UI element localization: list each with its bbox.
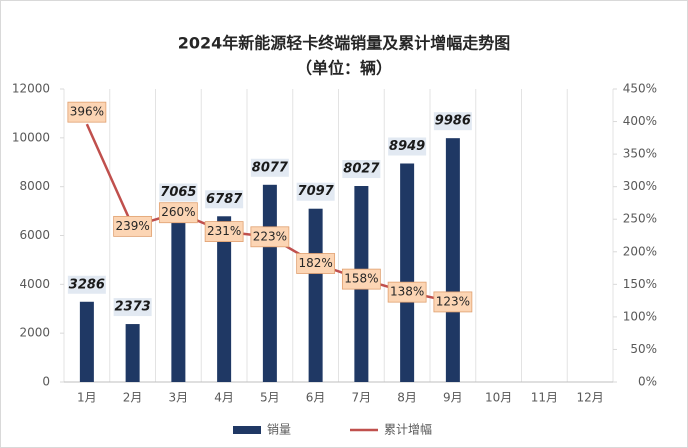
chart-title: 2024年新能源轻卡终端销量及累计增幅走势图 (178, 34, 511, 53)
x-tick-label: 2月 (123, 391, 143, 405)
line-value-label: 396% (70, 105, 104, 119)
bar (125, 324, 140, 382)
y2-tick-label: 250% (623, 212, 657, 226)
y-tick-label: 12000 (12, 82, 50, 96)
line-label-bg (387, 281, 427, 303)
y2-tick-label: 300% (623, 179, 657, 193)
bar (79, 301, 94, 382)
x-tick-label: 12月 (576, 391, 603, 405)
x-tick-label: 5月 (260, 391, 280, 405)
y2-tick-label: 450% (623, 82, 657, 96)
line-label-bg (158, 202, 198, 224)
bar-label-bg (67, 275, 106, 294)
y2-tick-label: 0% (638, 375, 657, 389)
x-tick-label: 1月 (77, 391, 97, 405)
line-label-bg (250, 226, 290, 248)
y2-tick-label: 200% (623, 244, 657, 258)
bar-label-bg (250, 158, 289, 177)
bar-value-label: 8949 (389, 139, 425, 154)
line-value-label: 123% (436, 294, 470, 308)
chart-subtitle: （单位：辆） (296, 59, 392, 78)
line-label-bg (433, 291, 473, 313)
bar-value-label: 8077 (252, 160, 289, 175)
bar-value-label: 8027 (343, 162, 380, 177)
bar (308, 208, 323, 382)
bar-value-label: 2373 (115, 300, 151, 315)
bar-value-label: 3286 (69, 277, 105, 292)
x-tick-label: 7月 (352, 391, 372, 405)
bar-value-label: 7097 (298, 184, 335, 199)
y2-tick-label: 100% (623, 309, 657, 323)
y-tick-label: 10000 (12, 130, 50, 144)
x-tick-label: 4月 (214, 391, 234, 405)
line-label-bg (67, 101, 107, 123)
line-label-bg (113, 215, 153, 237)
y2-tick-label: 350% (623, 147, 657, 161)
line-value-label: 239% (115, 219, 149, 233)
bar-value-label: 9986 (435, 114, 471, 129)
line-value-label: 223% (253, 229, 287, 243)
bar-label-bg (159, 183, 198, 202)
bar (217, 216, 232, 382)
bar-label-bg (388, 137, 427, 156)
line-value-label: 182% (298, 256, 332, 270)
y-tick-label: 8000 (19, 179, 50, 193)
bar-label-bg (342, 160, 381, 179)
line-value-label: 231% (207, 224, 241, 238)
y2-tick-label: 400% (623, 114, 657, 128)
y-tick-label: 6000 (19, 228, 50, 242)
line-label-bg (204, 221, 244, 242)
bar (445, 138, 460, 382)
bar (400, 163, 415, 382)
y-tick-label: 4000 (19, 277, 50, 291)
bar (262, 184, 277, 382)
line-label-bg (341, 268, 381, 290)
legend-swatch (233, 426, 261, 434)
x-tick-label: 6月 (306, 391, 326, 405)
line-value-label: 260% (161, 205, 195, 219)
bar-label-bg (296, 182, 335, 201)
bar-value-label: 6787 (206, 192, 243, 207)
y2-tick-label: 50% (630, 342, 657, 356)
x-tick-label: 11月 (531, 391, 558, 405)
bar-value-label: 7065 (160, 185, 196, 200)
bar-label-bg (113, 298, 152, 317)
x-tick-label: 9月 (443, 391, 463, 405)
legend-label: 销量 (267, 423, 291, 437)
line-label-bg (296, 253, 336, 274)
x-tick-label: 3月 (169, 391, 189, 405)
line-value-label: 138% (390, 285, 424, 299)
line-value-label: 158% (344, 272, 378, 286)
legend-label: 累计增幅 (384, 422, 432, 437)
x-tick-label: 10月 (485, 391, 512, 405)
bar (171, 209, 186, 382)
bar-label-bg (205, 190, 244, 209)
y2-tick-label: 150% (623, 277, 657, 291)
y-tick-label: 2000 (19, 326, 50, 340)
bar-label-bg (433, 112, 472, 131)
x-tick-label: 8月 (397, 391, 417, 405)
y-tick-label: 0 (42, 375, 50, 389)
